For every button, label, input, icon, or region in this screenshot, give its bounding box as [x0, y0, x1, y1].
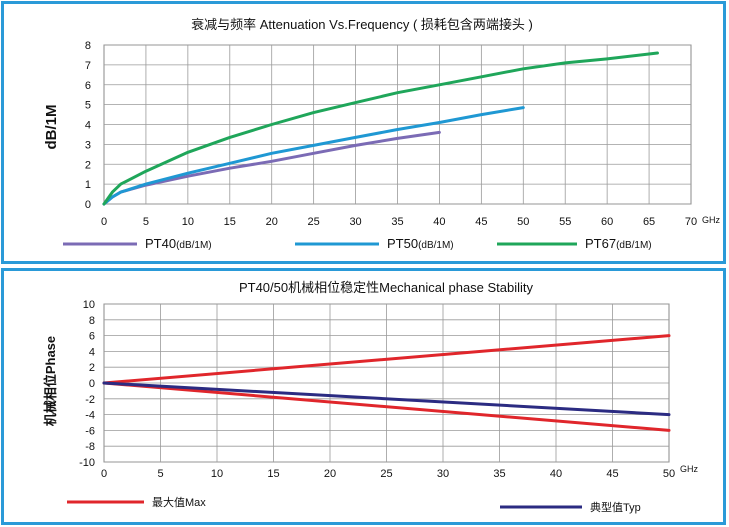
x-tick-label: 0	[101, 468, 107, 480]
x-tick-label: 15	[224, 216, 236, 228]
x-tick-label: 45	[606, 468, 618, 480]
y-tick-label: 6	[89, 331, 95, 343]
y-tick-label: 6	[85, 80, 91, 92]
series-line-0	[102, 334, 671, 385]
x-unit-label: GHz	[702, 215, 721, 225]
x-unit-label: GHz	[680, 464, 699, 474]
y-tick-label: -4	[85, 410, 95, 422]
x-tick-label: 35	[493, 468, 505, 480]
series-line-1	[102, 381, 671, 432]
x-tick-label: 60	[601, 216, 613, 228]
y-tick-label: -2	[85, 394, 95, 406]
y-tick-label: 0	[89, 378, 95, 390]
x-tick-label: 55	[559, 216, 571, 228]
x-tick-label: 50	[663, 468, 675, 480]
y-tick-label: 0	[85, 199, 91, 211]
y-tick-label: 5	[85, 100, 91, 112]
x-tick-label: 70	[685, 216, 697, 228]
y-tick-label: 8	[89, 315, 95, 327]
x-tick-label: 30	[437, 468, 449, 480]
x-tick-label: 50	[517, 216, 529, 228]
y-tick-label: 2	[89, 362, 95, 374]
y-axis-label: dB/1M	[43, 105, 60, 150]
attenuation-chart-panel: 衰减与频率 Attenuation Vs.Frequency ( 损耗包含两端接…	[1, 1, 726, 264]
phase-stability-chart: PT40/50机械相位稳定性Mechanical phase Stability…	[43, 280, 699, 514]
y-tick-label: 10	[83, 299, 95, 311]
x-tick-label: 25	[380, 468, 392, 480]
chart-title: PT40/50机械相位稳定性Mechanical phase Stability	[239, 280, 534, 295]
y-tick-label: 3	[85, 139, 91, 151]
x-tick-label: 10	[211, 468, 223, 480]
y-tick-label: 4	[89, 346, 95, 358]
chart-title: 衰减与频率 Attenuation Vs.Frequency ( 损耗包含两端接…	[191, 17, 533, 32]
y-tick-label: -10	[79, 457, 95, 469]
series-line-2	[102, 51, 659, 206]
legend-label: 最大值Max	[152, 495, 206, 509]
x-tick-label: 15	[267, 468, 279, 480]
legend-label: PT50(dB/1M)	[387, 236, 454, 251]
y-tick-label: 2	[85, 159, 91, 171]
attenuation-chart: 衰减与频率 Attenuation Vs.Frequency ( 损耗包含两端接…	[43, 17, 721, 251]
x-tick-label: 25	[308, 216, 320, 228]
x-tick-label: 45	[475, 216, 487, 228]
y-tick-label: 1	[85, 179, 91, 191]
y-tick-label: 8	[85, 40, 91, 52]
y-tick-label: 4	[85, 120, 91, 132]
x-tick-label: 5	[143, 216, 149, 228]
x-tick-label: 40	[550, 468, 562, 480]
x-tick-label: 10	[182, 216, 194, 228]
x-tick-label: 20	[324, 468, 336, 480]
phase-stability-chart-panel: PT40/50机械相位稳定性Mechanical phase Stability…	[1, 268, 726, 525]
x-tick-label: 35	[391, 216, 403, 228]
series-line-1	[102, 106, 525, 206]
legend-label: PT40(dB/1M)	[145, 236, 212, 251]
x-tick-label: 0	[101, 216, 107, 228]
x-tick-label: 20	[266, 216, 278, 228]
x-tick-label: 40	[433, 216, 445, 228]
y-tick-label: 7	[85, 60, 91, 72]
legend-label: PT67(dB/1M)	[585, 236, 652, 251]
series-line-2	[102, 381, 671, 417]
x-tick-label: 30	[349, 216, 361, 228]
x-tick-label: 5	[157, 468, 163, 480]
y-axis-label: 机械相位Phase	[43, 336, 58, 426]
y-tick-label: -6	[85, 425, 95, 437]
y-tick-label: -8	[85, 441, 95, 453]
legend-label: 典型值Typ	[590, 500, 641, 514]
x-tick-label: 65	[643, 216, 655, 228]
